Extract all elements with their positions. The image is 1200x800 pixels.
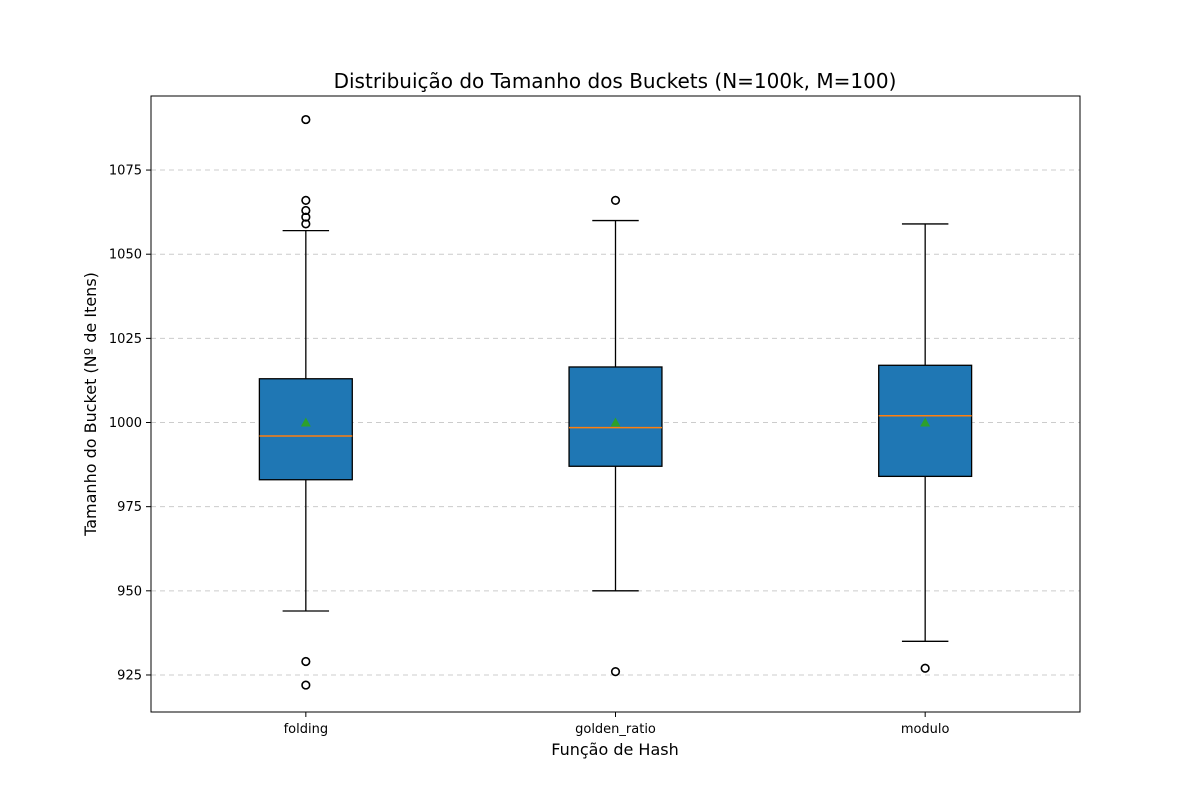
outlier-point bbox=[301, 205, 311, 216]
boxes bbox=[258, 114, 973, 690]
y-tick-label: 1050 bbox=[109, 248, 142, 263]
outlier-point bbox=[610, 667, 621, 677]
x-axis-ticks: folding golden_ratio modulo bbox=[284, 712, 950, 737]
plot-frame bbox=[150, 95, 1081, 713]
x-tick-label: golden_ratio bbox=[575, 722, 656, 737]
box-group-golden_ratio bbox=[568, 195, 663, 677]
y-tick-label: 1000 bbox=[109, 416, 142, 431]
y-axis-ticks: 925 950 975 1000 1025 1050 1075 bbox=[109, 164, 151, 683]
y-axis-label: Tamanho do Bucket (Nº de Itens) bbox=[81, 272, 100, 537]
box-group-modulo bbox=[878, 223, 973, 673]
chart-title: Distribuição do Tamanho dos Buckets (N=1… bbox=[334, 69, 897, 93]
y-tick-label: 925 bbox=[117, 668, 142, 683]
box-group-folding bbox=[258, 114, 353, 690]
outlier-point bbox=[610, 195, 621, 205]
outlier-point bbox=[301, 195, 311, 205]
mean-marker bbox=[300, 417, 311, 427]
outlier-point bbox=[920, 663, 930, 673]
y-tick-label: 975 bbox=[117, 500, 142, 515]
iqr-box bbox=[258, 378, 353, 481]
outlier-point bbox=[301, 656, 311, 667]
y-tick-label: 1025 bbox=[109, 332, 142, 347]
mean-marker bbox=[920, 417, 931, 427]
y-tick-label: 950 bbox=[117, 584, 142, 599]
outlier-point bbox=[301, 212, 311, 222]
y-tick-label: 1075 bbox=[109, 164, 142, 179]
x-tick-label: folding bbox=[284, 722, 329, 737]
iqr-box bbox=[568, 366, 663, 467]
outlier-point bbox=[301, 114, 311, 125]
x-tick-label: modulo bbox=[901, 722, 950, 737]
outlier-point bbox=[301, 680, 311, 690]
outlier-point bbox=[301, 219, 311, 229]
x-axis-label: Função de Hash bbox=[551, 740, 678, 759]
mean-marker bbox=[610, 417, 621, 427]
